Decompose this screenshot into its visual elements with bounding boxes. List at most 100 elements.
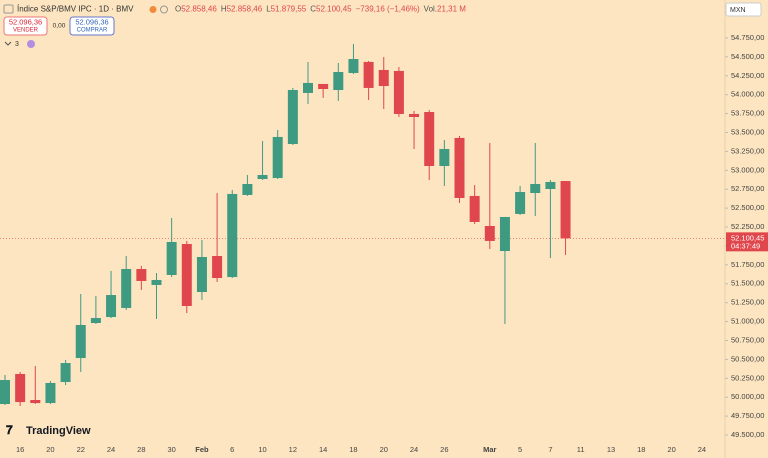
candle-body — [212, 256, 223, 279]
readout-key: O — [175, 5, 181, 14]
candle-body — [121, 269, 132, 308]
readout-volume-key: Vol. — [424, 5, 437, 14]
status-dot — [149, 6, 157, 13]
candle-body — [439, 148, 450, 167]
x-tick-label: 30 — [167, 445, 175, 454]
candle-body — [30, 400, 41, 404]
x-tick-label: Feb — [195, 445, 209, 454]
candle-body — [515, 192, 526, 214]
y-tick-label: 51.000,00 — [731, 317, 764, 326]
sell-label: VENDER — [13, 28, 39, 34]
plot — [0, 43, 725, 406]
readout-volume-value: 21,31 M — [437, 5, 466, 14]
x-tick-label: 6 — [230, 445, 234, 454]
candle-body — [409, 113, 420, 117]
candle-body — [136, 269, 147, 281]
currency: MXN — [730, 7, 746, 14]
candle-body — [454, 137, 465, 198]
chart-title: Índice S&P/BMV IPC · 1D · BMV — [17, 5, 134, 14]
candle-body — [272, 136, 283, 179]
logo-mark: 𝟕 — [6, 423, 13, 437]
y-tick-label: 52.750,00 — [731, 184, 764, 193]
x-tick-label: 22 — [77, 445, 85, 454]
y-tick-label: 53.250,00 — [731, 146, 764, 155]
y-tick-label: 54.000,00 — [731, 90, 764, 99]
y-tick-label: 50.500,00 — [731, 354, 764, 363]
y-tick-label: 50.750,00 — [731, 335, 764, 344]
last-price-label: 52.100,45 — [731, 233, 764, 242]
x-tick-label: 18 — [349, 445, 357, 454]
collapse-icon[interactable] — [4, 41, 12, 46]
candle-body — [484, 225, 495, 241]
indicator-icon[interactable] — [27, 40, 35, 48]
x-tick-label: Mar — [483, 445, 496, 454]
readout-key: H — [221, 5, 227, 14]
buy-price: 52.096,36 — [75, 17, 108, 26]
candle-body — [0, 380, 10, 405]
candle-body — [499, 216, 510, 252]
x-tick-label: 20 — [667, 445, 675, 454]
x-tick-label: 18 — [637, 445, 645, 454]
candle-body — [348, 58, 359, 73]
readout-change: −739,16 (−1,46%) — [356, 5, 420, 14]
readout-key: C — [310, 5, 316, 14]
countdown: 04:37:49 — [731, 241, 760, 250]
candle-body — [45, 382, 56, 404]
y-tick-label: 51.750,00 — [731, 260, 764, 269]
candle-body — [151, 279, 162, 285]
x-tick-label: 7 — [548, 445, 552, 454]
sell-button[interactable] — [3, 16, 48, 36]
readout-value: 52.858,46 — [181, 5, 217, 14]
x-tick-label: 11 — [577, 445, 585, 454]
candle-body — [318, 83, 329, 90]
y-tick-label: 54.750,00 — [731, 33, 764, 42]
y-tick-label: 53.500,00 — [731, 127, 764, 136]
readout-value: 52.858,46 — [227, 5, 263, 14]
candle-body — [106, 295, 117, 318]
candle-body — [393, 70, 404, 114]
candle-body — [227, 193, 238, 278]
indicators-count: 3 — [15, 41, 19, 48]
x-tick-label: 24 — [410, 445, 418, 454]
x-tick-label: 16 — [16, 445, 24, 454]
y-tick-label: 49.750,00 — [731, 411, 764, 420]
candle-body — [378, 69, 389, 86]
x-tick-label: 12 — [289, 445, 297, 454]
candle-body — [363, 61, 374, 88]
x-tick-label: 26 — [440, 445, 448, 454]
readout-value: 52.100,45 — [316, 5, 352, 14]
x-tick-label: 28 — [137, 445, 145, 454]
x-tick-label: 20 — [380, 445, 388, 454]
x-tick-label: 14 — [319, 445, 327, 454]
candle-body — [242, 184, 253, 195]
y-tick-label: 50.250,00 — [731, 373, 764, 382]
logo: TradingView — [26, 425, 91, 437]
x-tick-label: 10 — [258, 445, 266, 454]
buy-label: COMPRAR — [77, 28, 108, 34]
y-tick-label: 50.000,00 — [731, 392, 764, 401]
readout-value: 51.879,55 — [271, 5, 307, 14]
candle-body — [90, 318, 101, 324]
y-tick-label: 54.250,00 — [731, 71, 764, 80]
currency-button[interactable] — [725, 2, 762, 17]
buy-button[interactable] — [69, 16, 115, 36]
x-tick-label: 20 — [46, 445, 54, 454]
spread: 0,00 — [53, 23, 66, 30]
candle-body — [424, 112, 435, 167]
candle-body — [469, 195, 480, 222]
y-tick-label: 51.250,00 — [731, 298, 764, 307]
candle-body — [560, 181, 571, 239]
candle-body — [530, 184, 541, 194]
readout-key: L — [266, 5, 271, 14]
candle-body — [166, 242, 177, 275]
candle-body — [333, 71, 344, 90]
candle-body — [181, 243, 192, 306]
candle-body — [60, 363, 71, 383]
candle-body — [303, 82, 313, 93]
y-tick-label: 52.500,00 — [731, 203, 764, 212]
candle-body — [257, 175, 268, 180]
x-tick-label: 24 — [107, 445, 115, 454]
candle-body — [15, 373, 26, 403]
